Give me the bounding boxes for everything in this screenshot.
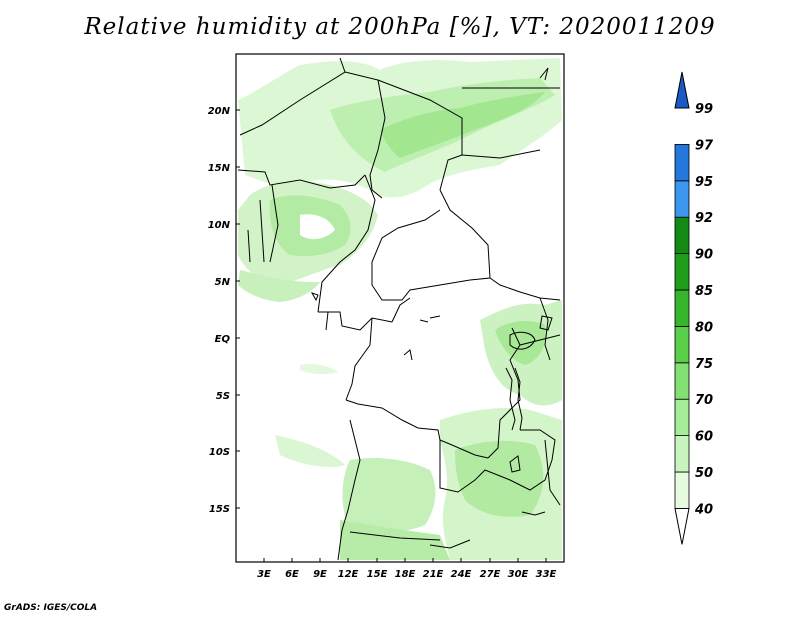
lat-label-15n: 15N: [208, 163, 231, 174]
colorbar-label: 95: [695, 175, 713, 190]
colorbar-segment: [674, 289, 690, 327]
lat-label-5s: 5S: [216, 391, 230, 402]
colorbar-label: 70: [695, 393, 713, 408]
lon-label-15e: 15E: [367, 569, 388, 580]
colorbar-segment: [674, 325, 690, 364]
lon-axis: 3E 6E 9E 12E 15E 18E 21E 24E 27E 30E 33E: [257, 558, 557, 580]
credit-text: GrADS: IGES/COLA: [4, 603, 98, 613]
country-borders: [237, 57, 561, 561]
colorbar-label: 40: [694, 502, 713, 517]
colorbar-segment: [674, 362, 690, 400]
lat-label-15s: 15S: [209, 504, 230, 515]
lon-label-27e: 27E: [480, 569, 501, 580]
colorbar-label: 99: [695, 102, 713, 117]
lat-label-20n: 20N: [208, 106, 231, 117]
humidity-shading: [238, 58, 562, 560]
lon-label-30e: 30E: [508, 569, 529, 580]
colorbar-segment: [674, 435, 690, 473]
lon-label-24e: 24E: [451, 569, 472, 580]
lat-label-10n: 10N: [208, 220, 231, 231]
lon-label-3e: 3E: [257, 569, 271, 580]
lat-axis: 20N 15N 10N 5N EQ 5S 10S 15S: [208, 106, 240, 515]
map-frame: [235, 53, 565, 563]
lat-label-5n: 5N: [215, 277, 231, 288]
colorbar-label: 97: [695, 138, 714, 153]
colorbar-label: 75: [695, 357, 713, 372]
lon-label-33e: 33E: [536, 569, 557, 580]
lon-label-9e: 9E: [313, 569, 327, 580]
lon-label-6e: 6E: [285, 569, 299, 580]
colorbar-segment: [674, 471, 690, 509]
colorbar-segment: [674, 180, 690, 218]
colorbar-segment: [674, 253, 690, 291]
colorbar-label: 90: [695, 248, 713, 263]
lat-label-eq: EQ: [215, 334, 231, 345]
colorbar-label: 85: [695, 284, 713, 299]
lon-label-12e: 12E: [338, 569, 359, 580]
colorbar: 40 50 60 70 75 80 85 90 92 95 97 99: [674, 71, 714, 545]
colorbar-label: 50: [695, 466, 713, 481]
colorbar-segment: [674, 216, 690, 254]
lon-label-21e: 21E: [423, 569, 444, 580]
map-title: Relative humidity at 200hPa [%], VT: 202…: [84, 14, 716, 40]
colorbar-segment: [674, 398, 690, 437]
colorbar-high-triangle: [674, 71, 690, 109]
lat-label-10s: 10S: [209, 447, 230, 458]
colorbar-label: 60: [695, 430, 713, 445]
colorbar-low-triangle: [674, 507, 690, 545]
colorbar-label: 92: [695, 211, 713, 226]
lon-label-18e: 18E: [395, 569, 416, 580]
colorbar-segment: [674, 143, 690, 182]
colorbar-label: 80: [695, 320, 713, 335]
lakes: [310, 67, 553, 516]
